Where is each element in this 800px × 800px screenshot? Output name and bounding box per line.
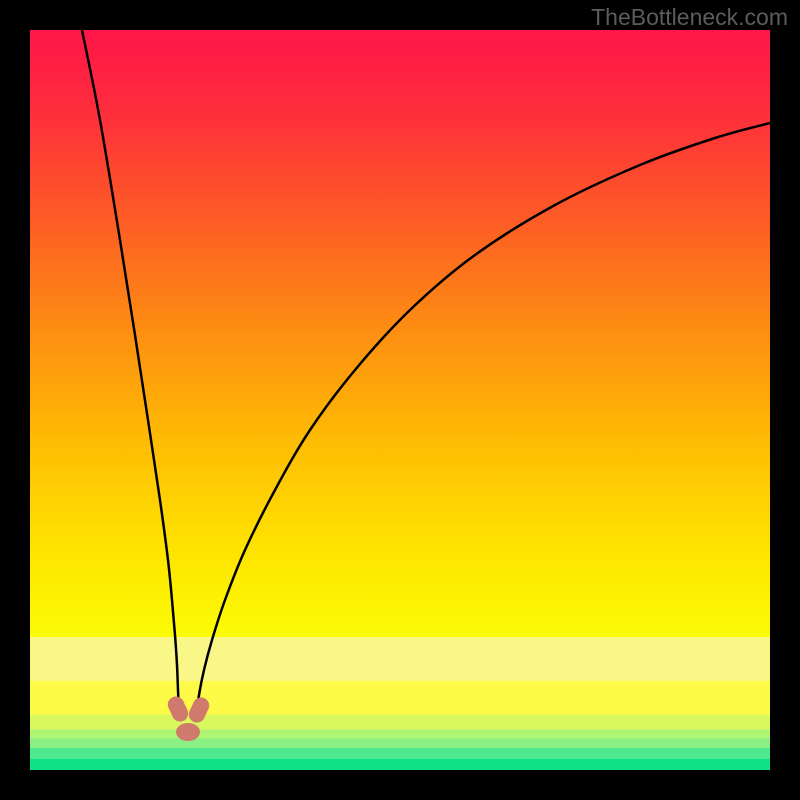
valley-marker [176, 723, 200, 741]
gradient-background [30, 30, 770, 770]
watermark-text: TheBottleneck.com [591, 4, 788, 31]
chart-frame: TheBottleneck.com [0, 0, 800, 800]
bottleneck-chart [0, 0, 800, 800]
